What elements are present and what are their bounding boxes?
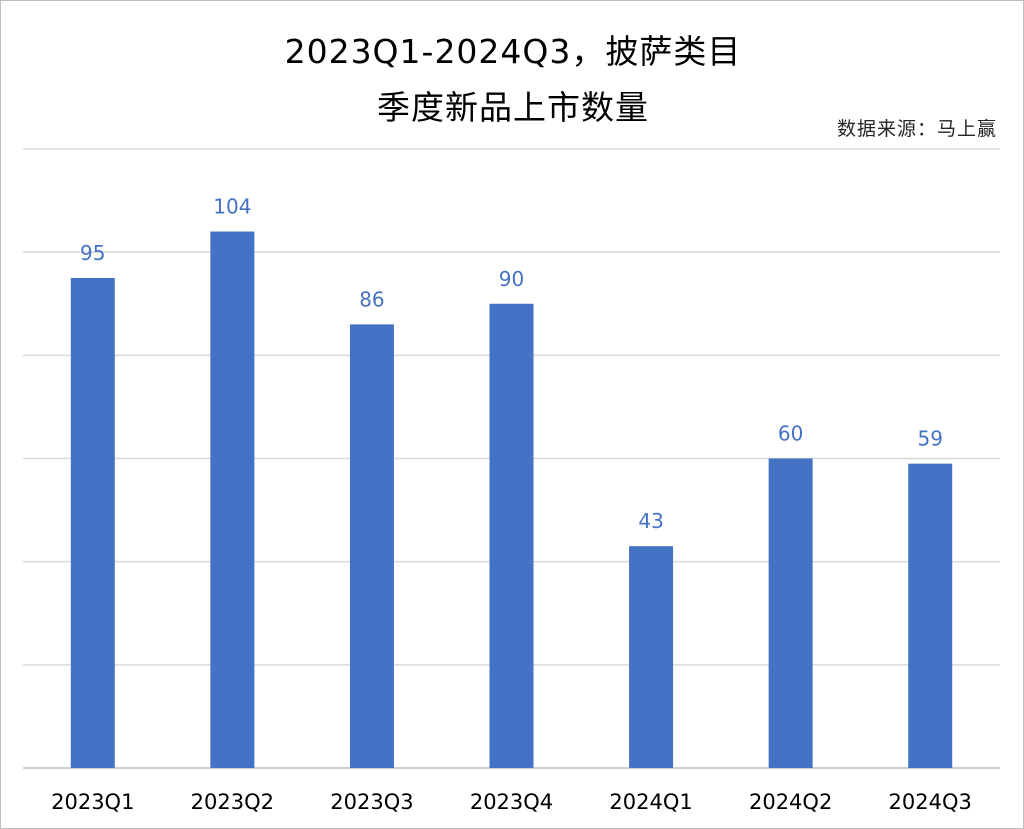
- data-labels: 95 104 86 90 43 60 59: [80, 195, 943, 534]
- data-label-2023Q4: 90: [499, 267, 524, 291]
- data-label-2023Q2: 104: [213, 195, 251, 219]
- x-tick-label-2024Q1: 2024Q1: [609, 790, 692, 814]
- bar-2024Q1: [629, 546, 674, 768]
- bar-2023Q3: [349, 324, 394, 768]
- bars: [70, 231, 953, 769]
- bar-2023Q4: [489, 303, 534, 768]
- data-label-2024Q3: 59: [917, 427, 942, 451]
- x-tick-label-2024Q2: 2024Q2: [749, 790, 832, 814]
- data-label-2023Q1: 95: [80, 241, 105, 265]
- bar-2023Q2: [210, 231, 255, 769]
- x-tick-label-2023Q4: 2023Q4: [470, 790, 553, 814]
- x-tick-label-2023Q2: 2023Q2: [191, 790, 274, 814]
- data-label-2024Q1: 43: [638, 509, 663, 533]
- chart-title-line2: 季度新品上市数量: [377, 88, 649, 127]
- data-label-2023Q3: 86: [359, 287, 384, 311]
- chart-title-line1: 2023Q1-2024Q3，披萨类目: [284, 32, 742, 71]
- data-source-note: 数据来源：马上赢: [836, 118, 997, 140]
- x-tick-label-2023Q3: 2023Q3: [330, 790, 413, 814]
- x-tick-label-2024Q3: 2024Q3: [889, 790, 972, 814]
- data-label-2024Q2: 60: [778, 422, 803, 446]
- bar-2024Q3: [908, 463, 953, 768]
- x-axis-labels: 2023Q1 2023Q2 2023Q3 2023Q4 2024Q1 2024Q2 2024…: [51, 790, 972, 814]
- bar-2024Q2: [768, 458, 813, 768]
- x-tick-label-2023Q1: 2023Q1: [51, 790, 134, 814]
- bar-2023Q1: [70, 277, 115, 768]
